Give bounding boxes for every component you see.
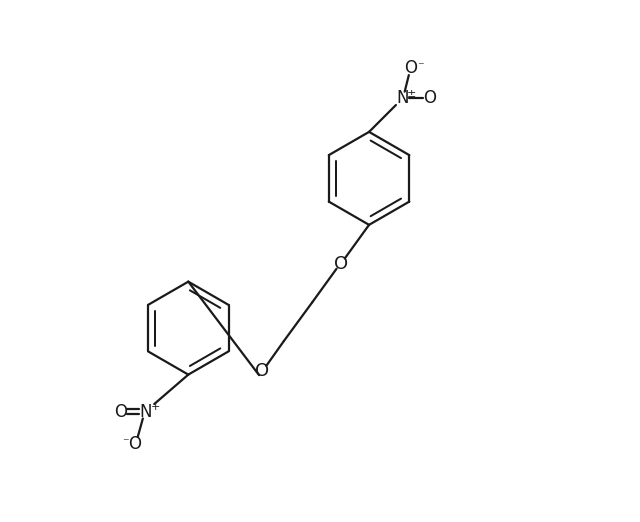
Text: O: O xyxy=(255,362,269,380)
Text: O: O xyxy=(423,89,436,108)
Text: O: O xyxy=(333,255,348,272)
Text: +: + xyxy=(150,401,160,412)
Text: ±: ± xyxy=(407,89,417,99)
Text: N: N xyxy=(140,403,152,421)
Text: O: O xyxy=(404,60,417,77)
Text: ⁻: ⁻ xyxy=(417,60,424,73)
Text: N: N xyxy=(396,89,409,108)
Text: O: O xyxy=(128,435,141,453)
Text: O: O xyxy=(114,403,127,421)
Text: ⁻: ⁻ xyxy=(122,436,129,449)
